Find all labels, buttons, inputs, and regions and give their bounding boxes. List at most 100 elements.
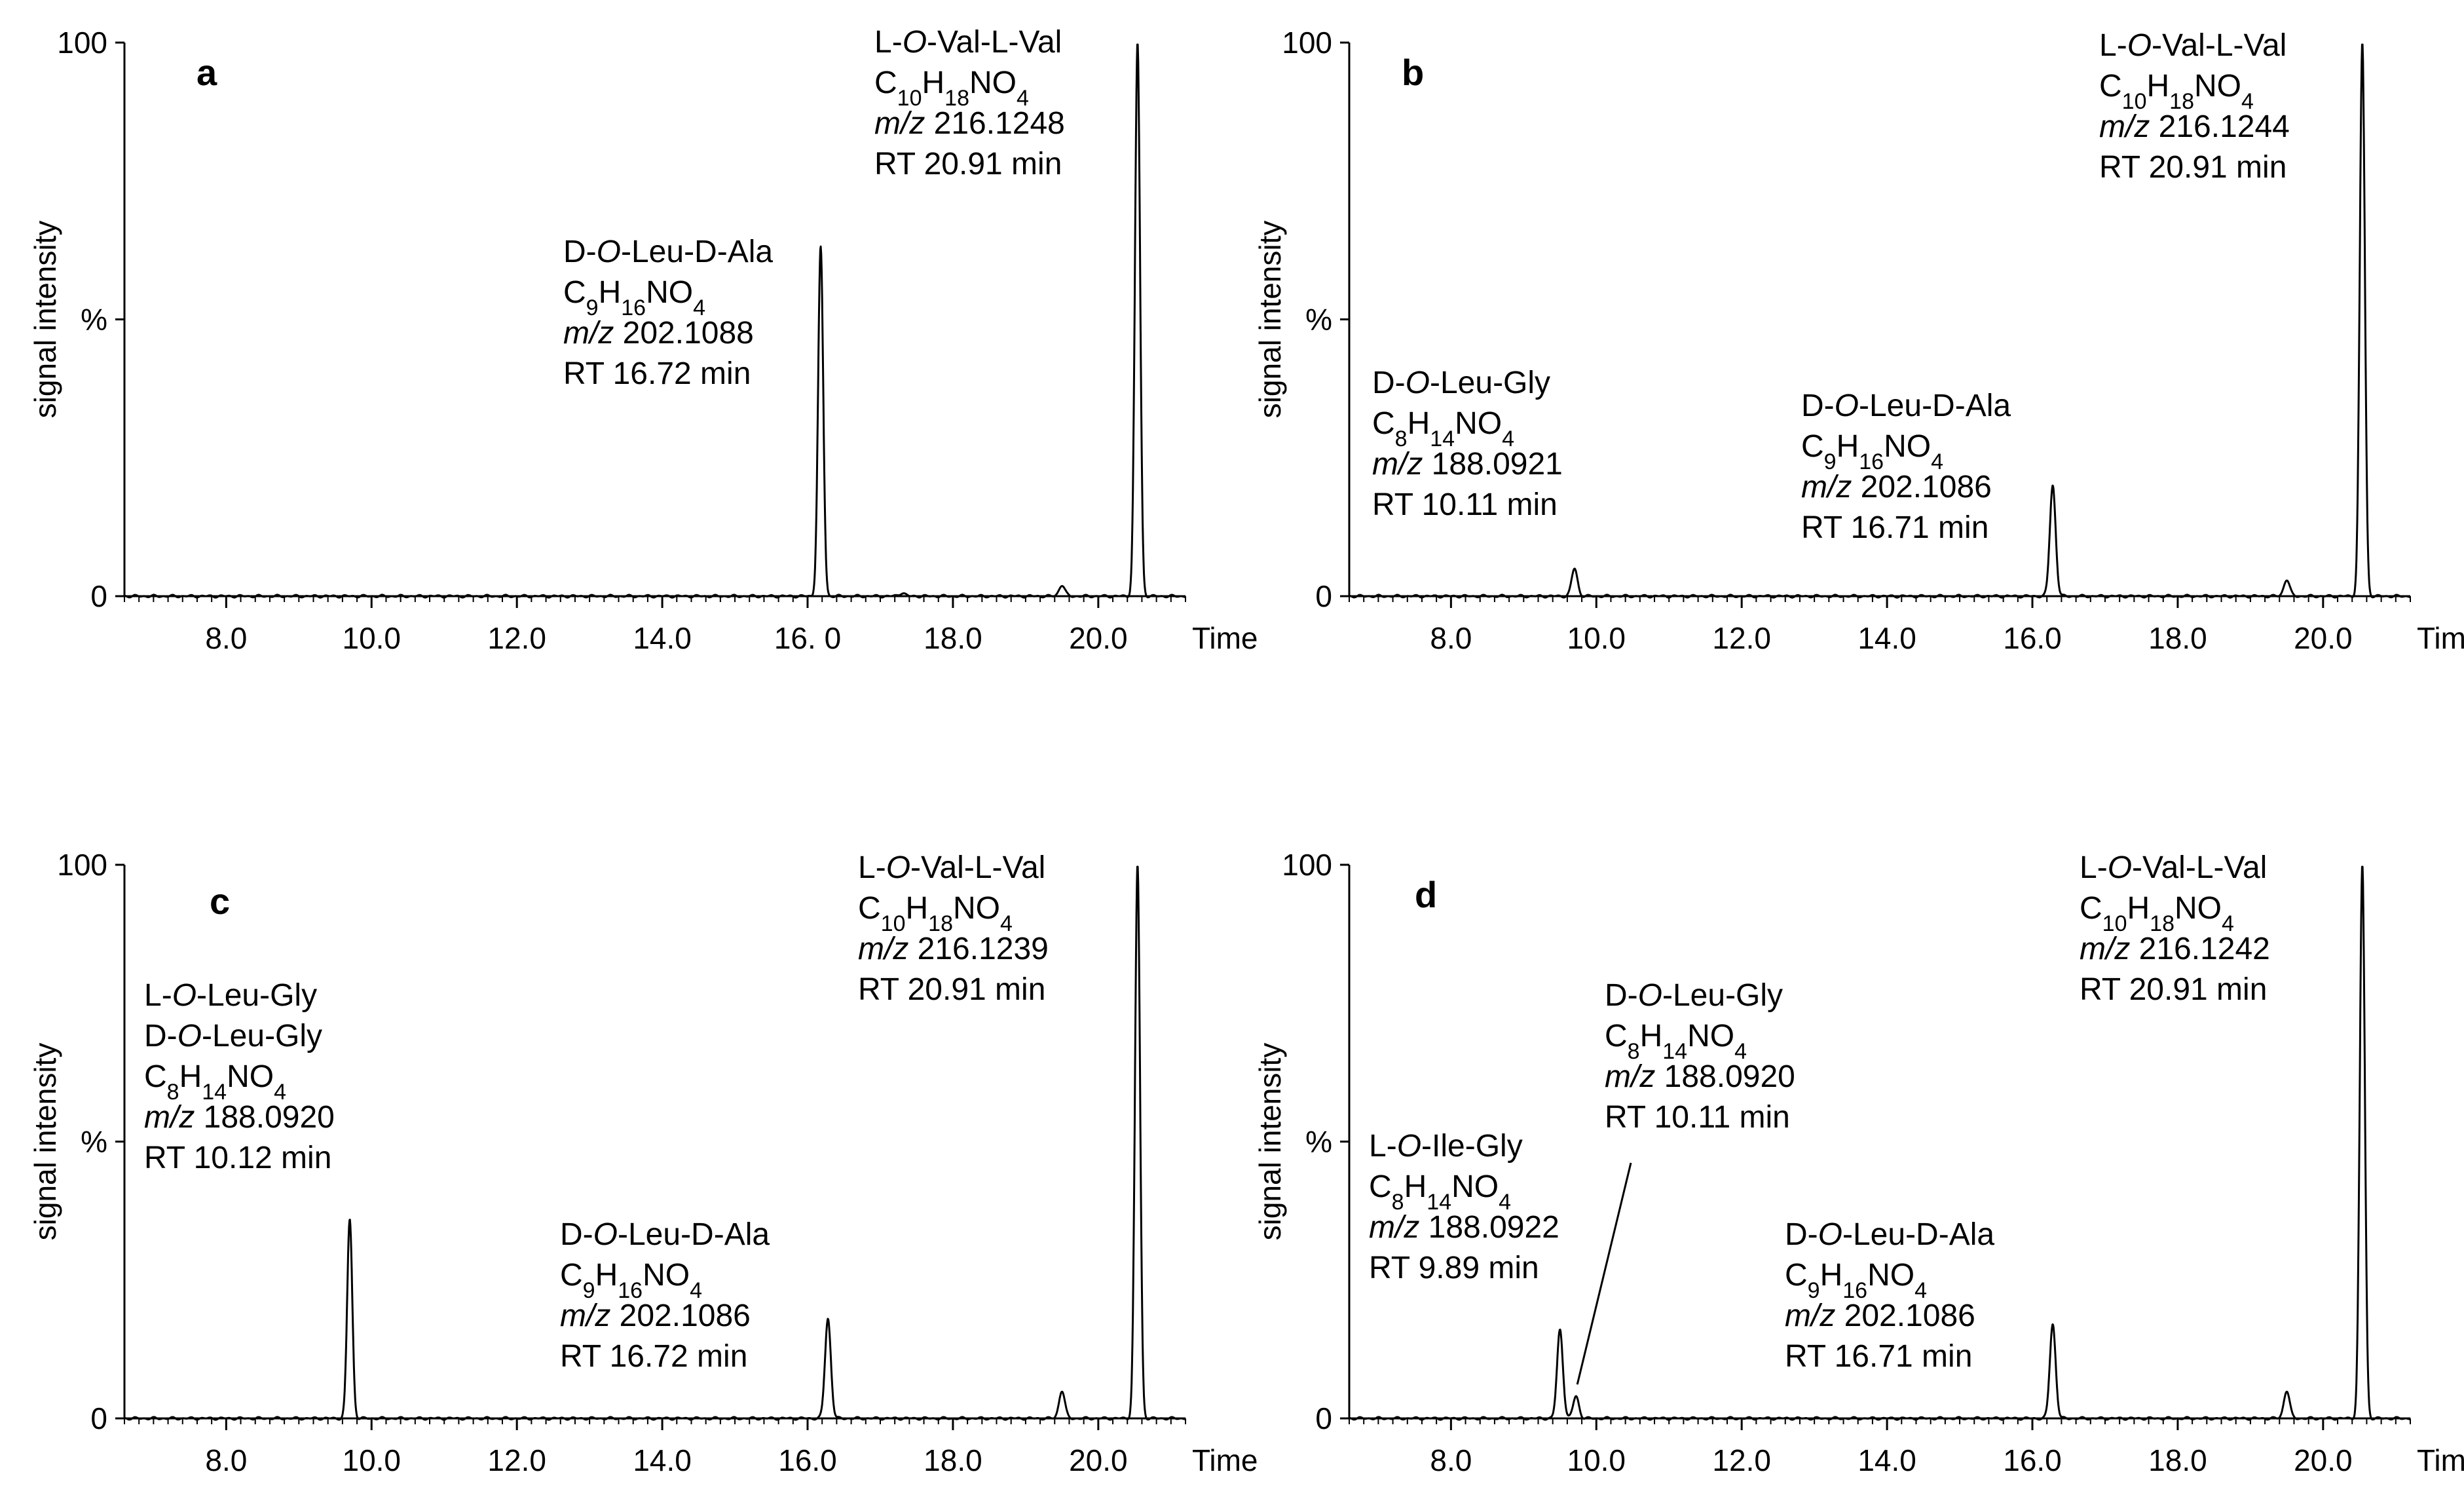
annotation-segment: 18 [2150, 911, 2175, 936]
annotation-segment: 188.0920 [195, 1100, 335, 1135]
annotation-line: m/z 188.0921 [1372, 447, 1563, 482]
annotation-segment: L- [144, 978, 172, 1013]
x-tick-label: 12.0 [1712, 1443, 1771, 1477]
annotation-segment: 14 [1430, 426, 1455, 451]
annotation-line: C8H14NO4 [1605, 1019, 1747, 1064]
annotation-segment: -Val-L-Val [2132, 850, 2267, 885]
annotation-line: L-O-Val-L-Val [858, 850, 1045, 885]
annotation-segment: m/z [560, 1298, 610, 1333]
panel-letter: d [1415, 874, 1437, 915]
annotation-segment: O [1638, 978, 1662, 1013]
annotation-segment: -Val-L-Val [927, 25, 1062, 60]
annotation-segment: m/z [1369, 1210, 1419, 1245]
x-tick-label: 14.0 [1857, 1443, 1916, 1477]
annotation-line: C9H16NO4 [1785, 1258, 1927, 1303]
x-tick-label: 12.0 [487, 621, 546, 655]
annotation-segment: RT 10.12 min [144, 1141, 331, 1175]
annotation-segment: 188.0920 [1655, 1059, 1795, 1094]
chart-panel-d: 0% 100 signal intensity 8.0 10.0 12.0 14.0 16.0… [1253, 848, 2464, 1477]
annotation-segment: D- [563, 235, 597, 269]
annotation-segment: NO [1884, 429, 1931, 464]
annotation-line: D-O-Leu-Gly [144, 1019, 322, 1053]
annotation-segment: -Ile-Gly [1421, 1129, 1523, 1164]
annotation-segment: L- [1369, 1129, 1397, 1164]
x-tick-label: 8.0 [1430, 621, 1472, 655]
annotation-segment: RT 16.71 min [1785, 1339, 1972, 1374]
annotation-segment: L- [858, 850, 886, 885]
annotation-segment: 4 [1499, 1190, 1511, 1215]
annotation-segment: 14 [1662, 1039, 1687, 1064]
annotation-segment: NO [227, 1059, 274, 1094]
annotation-segment: D- [1372, 366, 1406, 400]
annotation-segment: 18 [2169, 89, 2194, 114]
annotation-segment: 4 [274, 1080, 286, 1105]
annotation-segment: 202.1086 [610, 1298, 751, 1333]
annotation-segment: 9 [1824, 449, 1837, 474]
annotation-line: RT 20.91 min [858, 972, 1045, 1007]
annotation-segment: NO [2175, 891, 2222, 926]
x-tick-label: 10.0 [342, 621, 401, 655]
x-tick-label: 16. 0 [774, 621, 841, 655]
annotation-segment: 9 [586, 295, 599, 320]
y-tick-label: % [81, 1125, 107, 1159]
annotation-line: m/z 202.1088 [563, 316, 754, 351]
annotation-segment: 4 [2241, 89, 2254, 114]
y-tick-label: % [81, 303, 107, 337]
annotation-line: D-O-Leu-D-Ala [563, 235, 773, 269]
annotation-segment: 4 [690, 1278, 702, 1303]
annotation-segment: 10 [2102, 911, 2127, 936]
annotation-line: m/z 188.0922 [1369, 1210, 1559, 1245]
annotation-segment: m/z [1801, 470, 1852, 504]
panel-letter: b [1402, 52, 1424, 93]
annotation-segment: 4 [1000, 911, 1013, 936]
annotation-segment: -Leu-Gly [196, 978, 317, 1013]
annotation-segment: 4 [1914, 1278, 1927, 1303]
annotation-segment: 4 [693, 295, 705, 320]
annotation-line: L-O-Val-L-Val [2080, 850, 2267, 885]
annotation-segment: 18 [944, 86, 969, 111]
annotation-segment: C [858, 891, 881, 926]
y-axis-label: signal intensity [28, 221, 62, 419]
x-tick-label: 16.0 [778, 1443, 837, 1477]
panel-letter: a [196, 52, 217, 93]
annotation-segment: RT 16.71 min [1801, 510, 1988, 545]
annotation-segment: O [1397, 1129, 1421, 1164]
annotation-line: m/z 202.1086 [1785, 1298, 1975, 1333]
x-tick-label: 10.0 [1567, 621, 1626, 655]
annotation-segment: m/z [874, 106, 925, 141]
annotation-line: D-O-Leu-D-Ala [560, 1217, 770, 1252]
annotation-segment: 10 [2122, 89, 2147, 114]
annotation-segment: 4 [1502, 426, 1514, 451]
annotation-segment: D- [560, 1217, 593, 1252]
annotation-segment: H [1404, 1169, 1427, 1204]
x-tick-label: 20.0 [1069, 621, 1128, 655]
annotation-segment: 202.1086 [1852, 470, 1992, 504]
annotation-segment: 8 [167, 1080, 179, 1105]
annotation-line: RT 16.71 min [1801, 510, 1988, 545]
annotation-segment: 8 [1395, 426, 1408, 451]
x-tick-label: 8.0 [1430, 1443, 1472, 1477]
annotation-segment: C [1785, 1258, 1808, 1293]
panel-letter: c [210, 881, 230, 922]
annotation-segment: H [2147, 69, 2170, 104]
annotation-segment: O [1818, 1217, 1842, 1252]
peak-point [2362, 864, 2363, 865]
y-tick-label: 0 [1315, 1401, 1332, 1435]
annotation-segment: H [1820, 1258, 1843, 1293]
annotation-segment: H [179, 1059, 202, 1094]
annotation-segment: NO [1687, 1019, 1734, 1053]
annotation-line: C9H16NO4 [1801, 429, 1943, 474]
x-tick-label: 10.0 [342, 1443, 401, 1477]
x-tick-label: 18.0 [924, 621, 982, 655]
annotation-segment: 216.1239 [908, 932, 1049, 966]
annotation-segment: -Val-L-Val [910, 850, 1045, 885]
annotation-segment: 9 [583, 1278, 595, 1303]
x-tick-label: 12.0 [1712, 621, 1771, 655]
annotation-segment: NO [1451, 1169, 1499, 1204]
annotation-line: m/z 216.1248 [874, 106, 1065, 141]
x-tick-label: 18.0 [924, 1443, 982, 1477]
annotation-line: m/z 216.1242 [2080, 932, 2270, 966]
